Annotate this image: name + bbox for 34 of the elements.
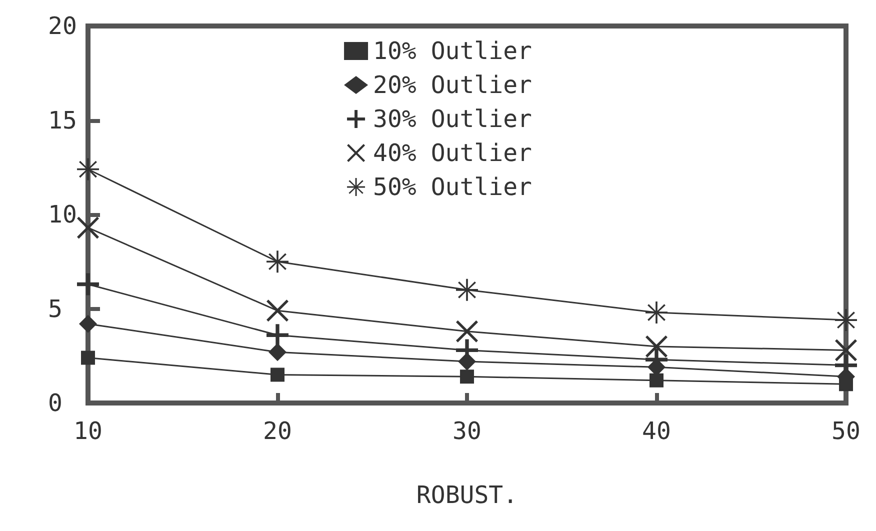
y-tick-label: 20: [48, 12, 77, 40]
point: [460, 370, 474, 384]
point: [79, 314, 97, 333]
point: [646, 302, 668, 324]
point: [77, 216, 99, 239]
y-tick-label: 0: [48, 389, 62, 417]
x-tick-label: 20: [263, 417, 292, 445]
legend-label: 20% Outlier: [373, 71, 532, 99]
point: [81, 350, 95, 365]
legend-label: 10% Outlier: [373, 37, 532, 65]
legend-label: 50% Outlier: [373, 173, 532, 201]
point: [456, 320, 478, 342]
point: [650, 373, 664, 388]
legend-label: 30% Outlier: [373, 105, 532, 133]
point: [266, 300, 288, 322]
point: [835, 339, 857, 362]
point: [646, 335, 668, 358]
x-tick-label: 50: [832, 417, 860, 445]
y-tick-label: 15: [48, 106, 77, 134]
x-tick-label: 40: [642, 417, 671, 445]
y-tick-label: 10: [48, 200, 77, 228]
point: [270, 368, 284, 382]
x-tick-label: 10: [74, 417, 102, 445]
point: [266, 324, 288, 346]
point: [266, 250, 288, 273]
x-axis-title: ROBUST.: [416, 481, 518, 509]
legend-label: 40% Outlier: [373, 139, 532, 167]
x-tick-label: 30: [452, 417, 482, 445]
point: [268, 343, 286, 362]
point: [77, 158, 99, 180]
point: [456, 278, 478, 301]
point: [835, 309, 857, 332]
point: [77, 273, 99, 296]
y-tick-label: 5: [48, 294, 62, 323]
